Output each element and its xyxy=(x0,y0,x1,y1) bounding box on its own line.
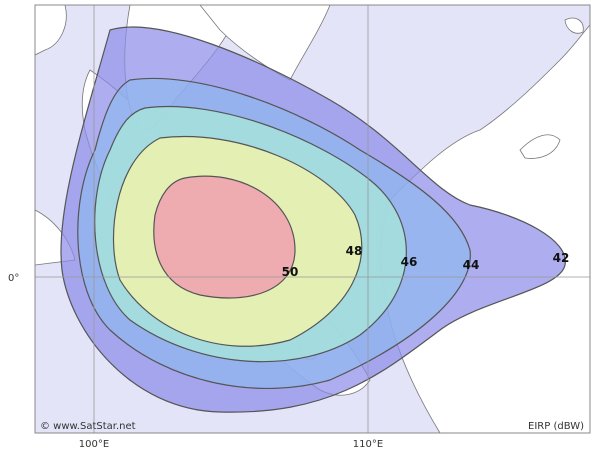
contour-label: 42 xyxy=(553,251,570,265)
latitude-label: 0° xyxy=(8,273,19,284)
map-area: 50 48 46 44 42 © www.SatStar.net EIRP (d… xyxy=(35,5,590,433)
contour-50 xyxy=(153,175,296,299)
contour-label: 44 xyxy=(463,258,480,272)
contour-label: 46 xyxy=(401,255,418,269)
contours xyxy=(60,26,566,413)
legend: EIRP (dBW) xyxy=(528,421,584,432)
contour-label: 48 xyxy=(346,244,363,258)
longitude-label: 110°E xyxy=(353,439,383,450)
contour-label: 50 xyxy=(282,265,299,279)
graticule xyxy=(35,5,590,433)
map-frame xyxy=(34,4,591,434)
credit: © www.SatStar.net xyxy=(40,421,136,432)
longitude-label: 100°E xyxy=(79,439,109,450)
